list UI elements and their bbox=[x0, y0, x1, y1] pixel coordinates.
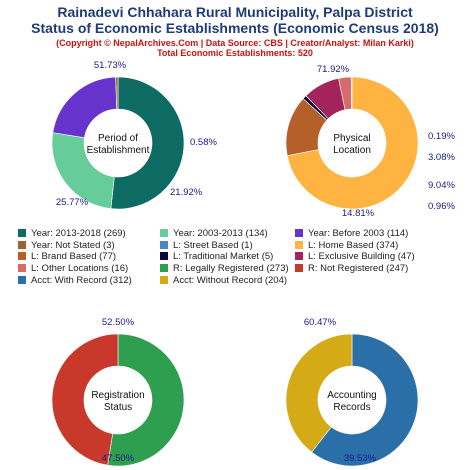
slice-percent-label: 14.81% bbox=[342, 208, 375, 219]
donut-center-label: Registration bbox=[91, 390, 144, 401]
legend-swatch bbox=[18, 275, 26, 284]
legend-label: L: Exclusive Building (47) bbox=[308, 251, 415, 263]
slice-percent-label: 3.08% bbox=[428, 152, 455, 163]
slice-percent-label: 9.04% bbox=[428, 180, 455, 191]
legend-swatch bbox=[295, 240, 303, 249]
legend-swatch bbox=[295, 264, 303, 273]
legend-swatch bbox=[18, 240, 26, 249]
slice-percent-label: 47.50% bbox=[102, 453, 135, 464]
slice-percent-label: 51.73% bbox=[94, 60, 127, 71]
donut-hole bbox=[318, 109, 386, 177]
legend-item: Year: 2013-2018 (269) bbox=[18, 228, 126, 239]
legend-label: Acct: Without Record (204) bbox=[173, 274, 288, 286]
legend-item: L: Traditional Market (5) bbox=[160, 251, 273, 262]
legend-item: L: Home Based (374) bbox=[295, 240, 398, 251]
legend-swatch bbox=[160, 264, 168, 273]
legend-item: Year: Not Stated (3) bbox=[18, 240, 115, 251]
legend-swatch bbox=[295, 229, 303, 237]
legend-swatch bbox=[160, 240, 168, 249]
donut-hole bbox=[84, 109, 152, 177]
legend-label: Acct: With Record (312) bbox=[31, 274, 132, 286]
legend-swatch bbox=[18, 252, 26, 261]
legend-label: L: Home Based (374) bbox=[308, 239, 399, 251]
legend-item: Year: 2003-2013 (134) bbox=[160, 228, 268, 239]
legend-item: Acct: Without Record (204) bbox=[160, 275, 287, 286]
legend-item: L: Street Based (1) bbox=[160, 240, 253, 251]
donut-center-label: Status bbox=[104, 402, 132, 413]
legend-item: R: Not Registered (247) bbox=[295, 263, 408, 274]
slice-percent-label: 71.92% bbox=[317, 64, 350, 75]
donut-center-label: Location bbox=[333, 145, 371, 156]
donut-hole bbox=[84, 366, 152, 434]
legend-item: Acct: With Record (312) bbox=[18, 275, 132, 286]
slice-percent-label: 52.50% bbox=[102, 317, 135, 328]
donut-hole bbox=[318, 366, 386, 434]
donut-center-label: Period of bbox=[98, 133, 138, 144]
donut-center-label: Physical bbox=[333, 133, 370, 144]
legend-label: R: Not Registered (247) bbox=[308, 263, 409, 275]
slice-percent-label: 0.58% bbox=[190, 137, 217, 148]
legend-label: L: Other Locations (16) bbox=[31, 263, 129, 275]
slice-percent-label: 39.53% bbox=[344, 453, 377, 464]
total-line: Total Economic Establishments: 520 bbox=[157, 48, 313, 58]
donut-center-label: Records bbox=[333, 402, 370, 413]
legend-swatch bbox=[160, 229, 168, 237]
legend-item: L: Exclusive Building (47) bbox=[295, 251, 415, 262]
legend-item: R: Legally Registered (273) bbox=[160, 263, 289, 274]
legend-item: L: Brand Based (77) bbox=[18, 251, 116, 262]
legend-label: L: Traditional Market (5) bbox=[173, 251, 274, 263]
slice-percent-label: 60.47% bbox=[304, 317, 337, 328]
slice-percent-label: 21.92% bbox=[170, 187, 203, 198]
slice-percent-label: 25.77% bbox=[56, 197, 89, 208]
legend-swatch bbox=[18, 264, 26, 273]
legend-swatch bbox=[160, 275, 168, 284]
legend-label: Year: 2003-2013 (134) bbox=[173, 228, 268, 239]
legend-label: L: Street Based (1) bbox=[173, 239, 253, 251]
legend-item: L: Other Locations (16) bbox=[18, 263, 128, 274]
legend-label: Year: 2013-2018 (269) bbox=[31, 228, 126, 239]
legend-swatch bbox=[160, 252, 168, 261]
donut-center-label: Establishment bbox=[87, 145, 150, 156]
legend-item: Year: Before 2003 (114) bbox=[295, 228, 408, 239]
legend-label: R: Legally Registered (273) bbox=[173, 263, 289, 275]
donut-slice bbox=[350, 76, 353, 110]
slice-percent-label: 0.19% bbox=[428, 131, 455, 142]
slice-percent-label: 0.96% bbox=[428, 201, 455, 212]
donut-center-label: Accounting bbox=[327, 390, 376, 401]
legend-label: Year: Not Stated (3) bbox=[31, 239, 115, 251]
copyright-line: (Copyright © NepalArchives.Com | Data So… bbox=[56, 38, 414, 48]
legend-label: L: Brand Based (77) bbox=[31, 251, 117, 263]
legend-swatch bbox=[295, 252, 303, 261]
legend-swatch bbox=[18, 229, 26, 237]
legend-label: Year: Before 2003 (114) bbox=[308, 228, 409, 239]
chart-title: Rainadevi Chhahara Rural Municipality, P… bbox=[57, 4, 413, 20]
chart-subtitle: Status of Economic Establishments (Econo… bbox=[31, 20, 439, 36]
